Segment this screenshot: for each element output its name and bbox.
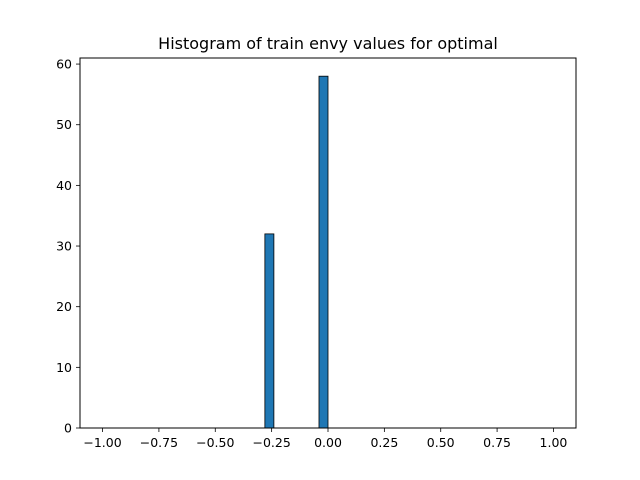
x-tick-label: −0.50: [196, 435, 234, 450]
x-tick-label: −1.00: [83, 435, 121, 450]
chart-title: Histogram of train envy values for optim…: [158, 34, 498, 53]
y-tick-label: 30: [56, 239, 72, 254]
x-tick-label: 1.00: [540, 435, 568, 450]
y-tick-label: 20: [56, 299, 72, 314]
x-tick-label: 0.50: [427, 435, 455, 450]
y-tick-label: 0: [64, 421, 72, 436]
histogram-bar-0: [264, 233, 275, 429]
bars-layer: [264, 75, 329, 429]
y-tick-label: 10: [56, 360, 72, 375]
x-tick-label: −0.25: [252, 435, 290, 450]
x-tick-label: 0.00: [314, 435, 342, 450]
y-tick-label: 40: [56, 178, 72, 193]
x-tick-label: −0.75: [140, 435, 178, 450]
y-tick-label: 50: [56, 117, 72, 132]
x-tick-label: 0.75: [483, 435, 511, 450]
y-tick-label: 60: [56, 57, 72, 72]
x-axis-ticks: −1.00 −0.75 −0.50 −0.25 0.00 0.25 0.50 0.75 1.00: [83, 428, 567, 450]
histogram-bar-1: [318, 75, 329, 429]
plot-frame: [79, 57, 577, 429]
y-axis-ticks: 0 10 20 30 40 50 60: [56, 57, 80, 436]
x-tick-label: 0.25: [370, 435, 398, 450]
